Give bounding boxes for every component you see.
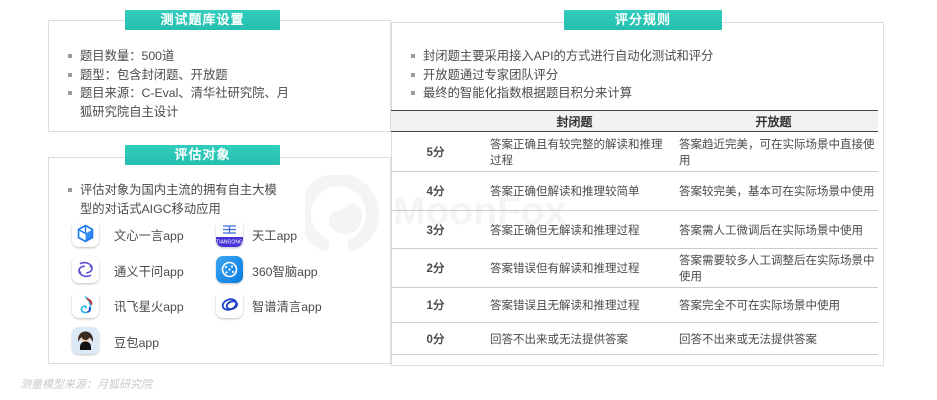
svg-text:TIANGONG: TIANGONG xyxy=(216,240,243,246)
